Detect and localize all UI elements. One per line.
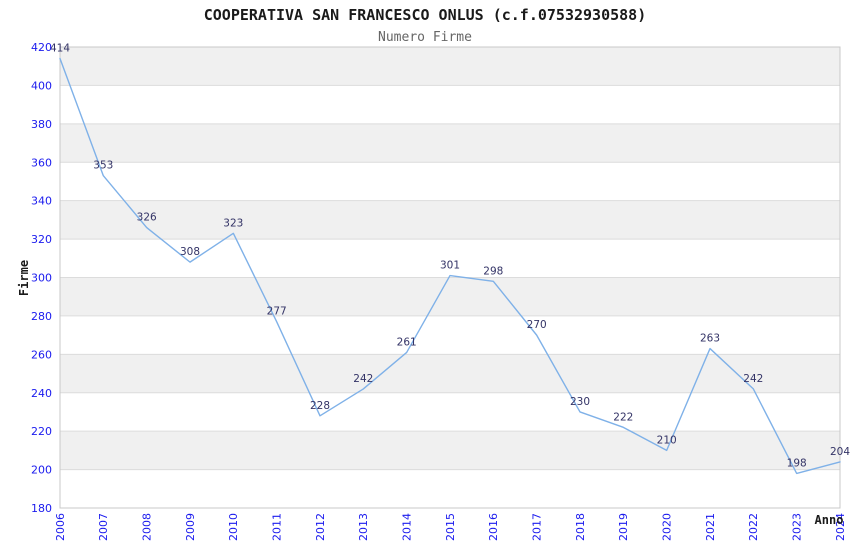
y-tick-label: 400: [31, 79, 52, 92]
y-tick-label: 340: [31, 195, 52, 208]
y-tick-label: 200: [31, 464, 52, 477]
data-point-label: 242: [353, 373, 373, 385]
x-tick-label: 2006: [54, 513, 67, 541]
plot-band: [60, 47, 840, 86]
x-tick-label: 2009: [184, 513, 197, 541]
y-tick-label: 180: [31, 502, 52, 515]
y-tick-label: 320: [31, 233, 52, 246]
data-point-label: 261: [397, 336, 417, 348]
y-tick-label: 300: [31, 272, 52, 285]
data-point-label: 198: [787, 457, 807, 469]
x-tick-label: 2018: [574, 513, 587, 541]
data-point-label: 323: [223, 217, 243, 229]
data-point-label: 210: [657, 434, 677, 446]
data-point-label: 263: [700, 333, 720, 345]
x-tick-label: 2023: [791, 513, 804, 541]
series-line: [59, 57, 841, 475]
x-tick-label: 2019: [617, 513, 630, 541]
y-tick-label: 240: [31, 387, 52, 400]
plot-band: [60, 354, 840, 393]
data-point-label: 353: [93, 160, 113, 172]
data-point-label: 414: [50, 43, 70, 55]
plot-border: [59, 46, 841, 509]
data-point-label: 228: [310, 400, 330, 412]
data-point-label: 204: [830, 446, 850, 458]
y-tick-label: 420: [31, 41, 52, 54]
data-point-label: 222: [613, 411, 633, 423]
x-tick-label: 2013: [357, 513, 370, 541]
x-tick-label: 2016: [487, 513, 500, 541]
plot-band: [60, 123, 840, 163]
x-tick-label: 2012: [314, 513, 327, 541]
data-point-label: 277: [267, 306, 287, 318]
data-point-label: 326: [137, 212, 157, 224]
x-tick-label: 2020: [661, 513, 674, 541]
data-point-label: 301: [440, 260, 460, 272]
plot-band: [60, 200, 840, 240]
data-point-label: 308: [180, 246, 200, 258]
x-tick-label: 2022: [747, 513, 760, 541]
x-tick-label: 2007: [97, 513, 110, 541]
x-tick-label: 2024: [834, 513, 847, 541]
y-tick-label: 280: [31, 310, 52, 323]
x-tick-label: 2017: [531, 513, 544, 541]
plot-band: [60, 277, 840, 316]
x-tick-label: 2008: [141, 513, 154, 541]
chart-subtitle: Numero Firme: [378, 30, 472, 45]
plot-area: 414 353 326 308 323 277 228 242 261 301 298 270 230 2…: [31, 41, 850, 541]
x-tick-label: 2021: [704, 513, 717, 541]
y-tick-label: 380: [31, 118, 52, 131]
x-tick-label: 2015: [444, 513, 457, 541]
x-tick-label: 2010: [227, 513, 240, 541]
data-point-label: 298: [483, 265, 503, 277]
chart-title: COOPERATIVA SAN FRANCESCO ONLUS (c.f.075…: [204, 6, 647, 24]
data-point-label: 270: [527, 319, 547, 331]
data-point-label: 242: [743, 373, 763, 385]
x-tick-label: 2011: [271, 513, 284, 541]
y-axis-title: Firme: [17, 260, 31, 296]
plot-band: [60, 431, 840, 470]
y-tick-label: 360: [31, 156, 52, 169]
y-tick-label: 220: [31, 425, 52, 438]
y-tick-label: 260: [31, 348, 52, 361]
x-tick-label: 2014: [401, 513, 414, 541]
x-axis-title: Anno: [815, 513, 844, 527]
data-point-label: 230: [570, 396, 590, 408]
